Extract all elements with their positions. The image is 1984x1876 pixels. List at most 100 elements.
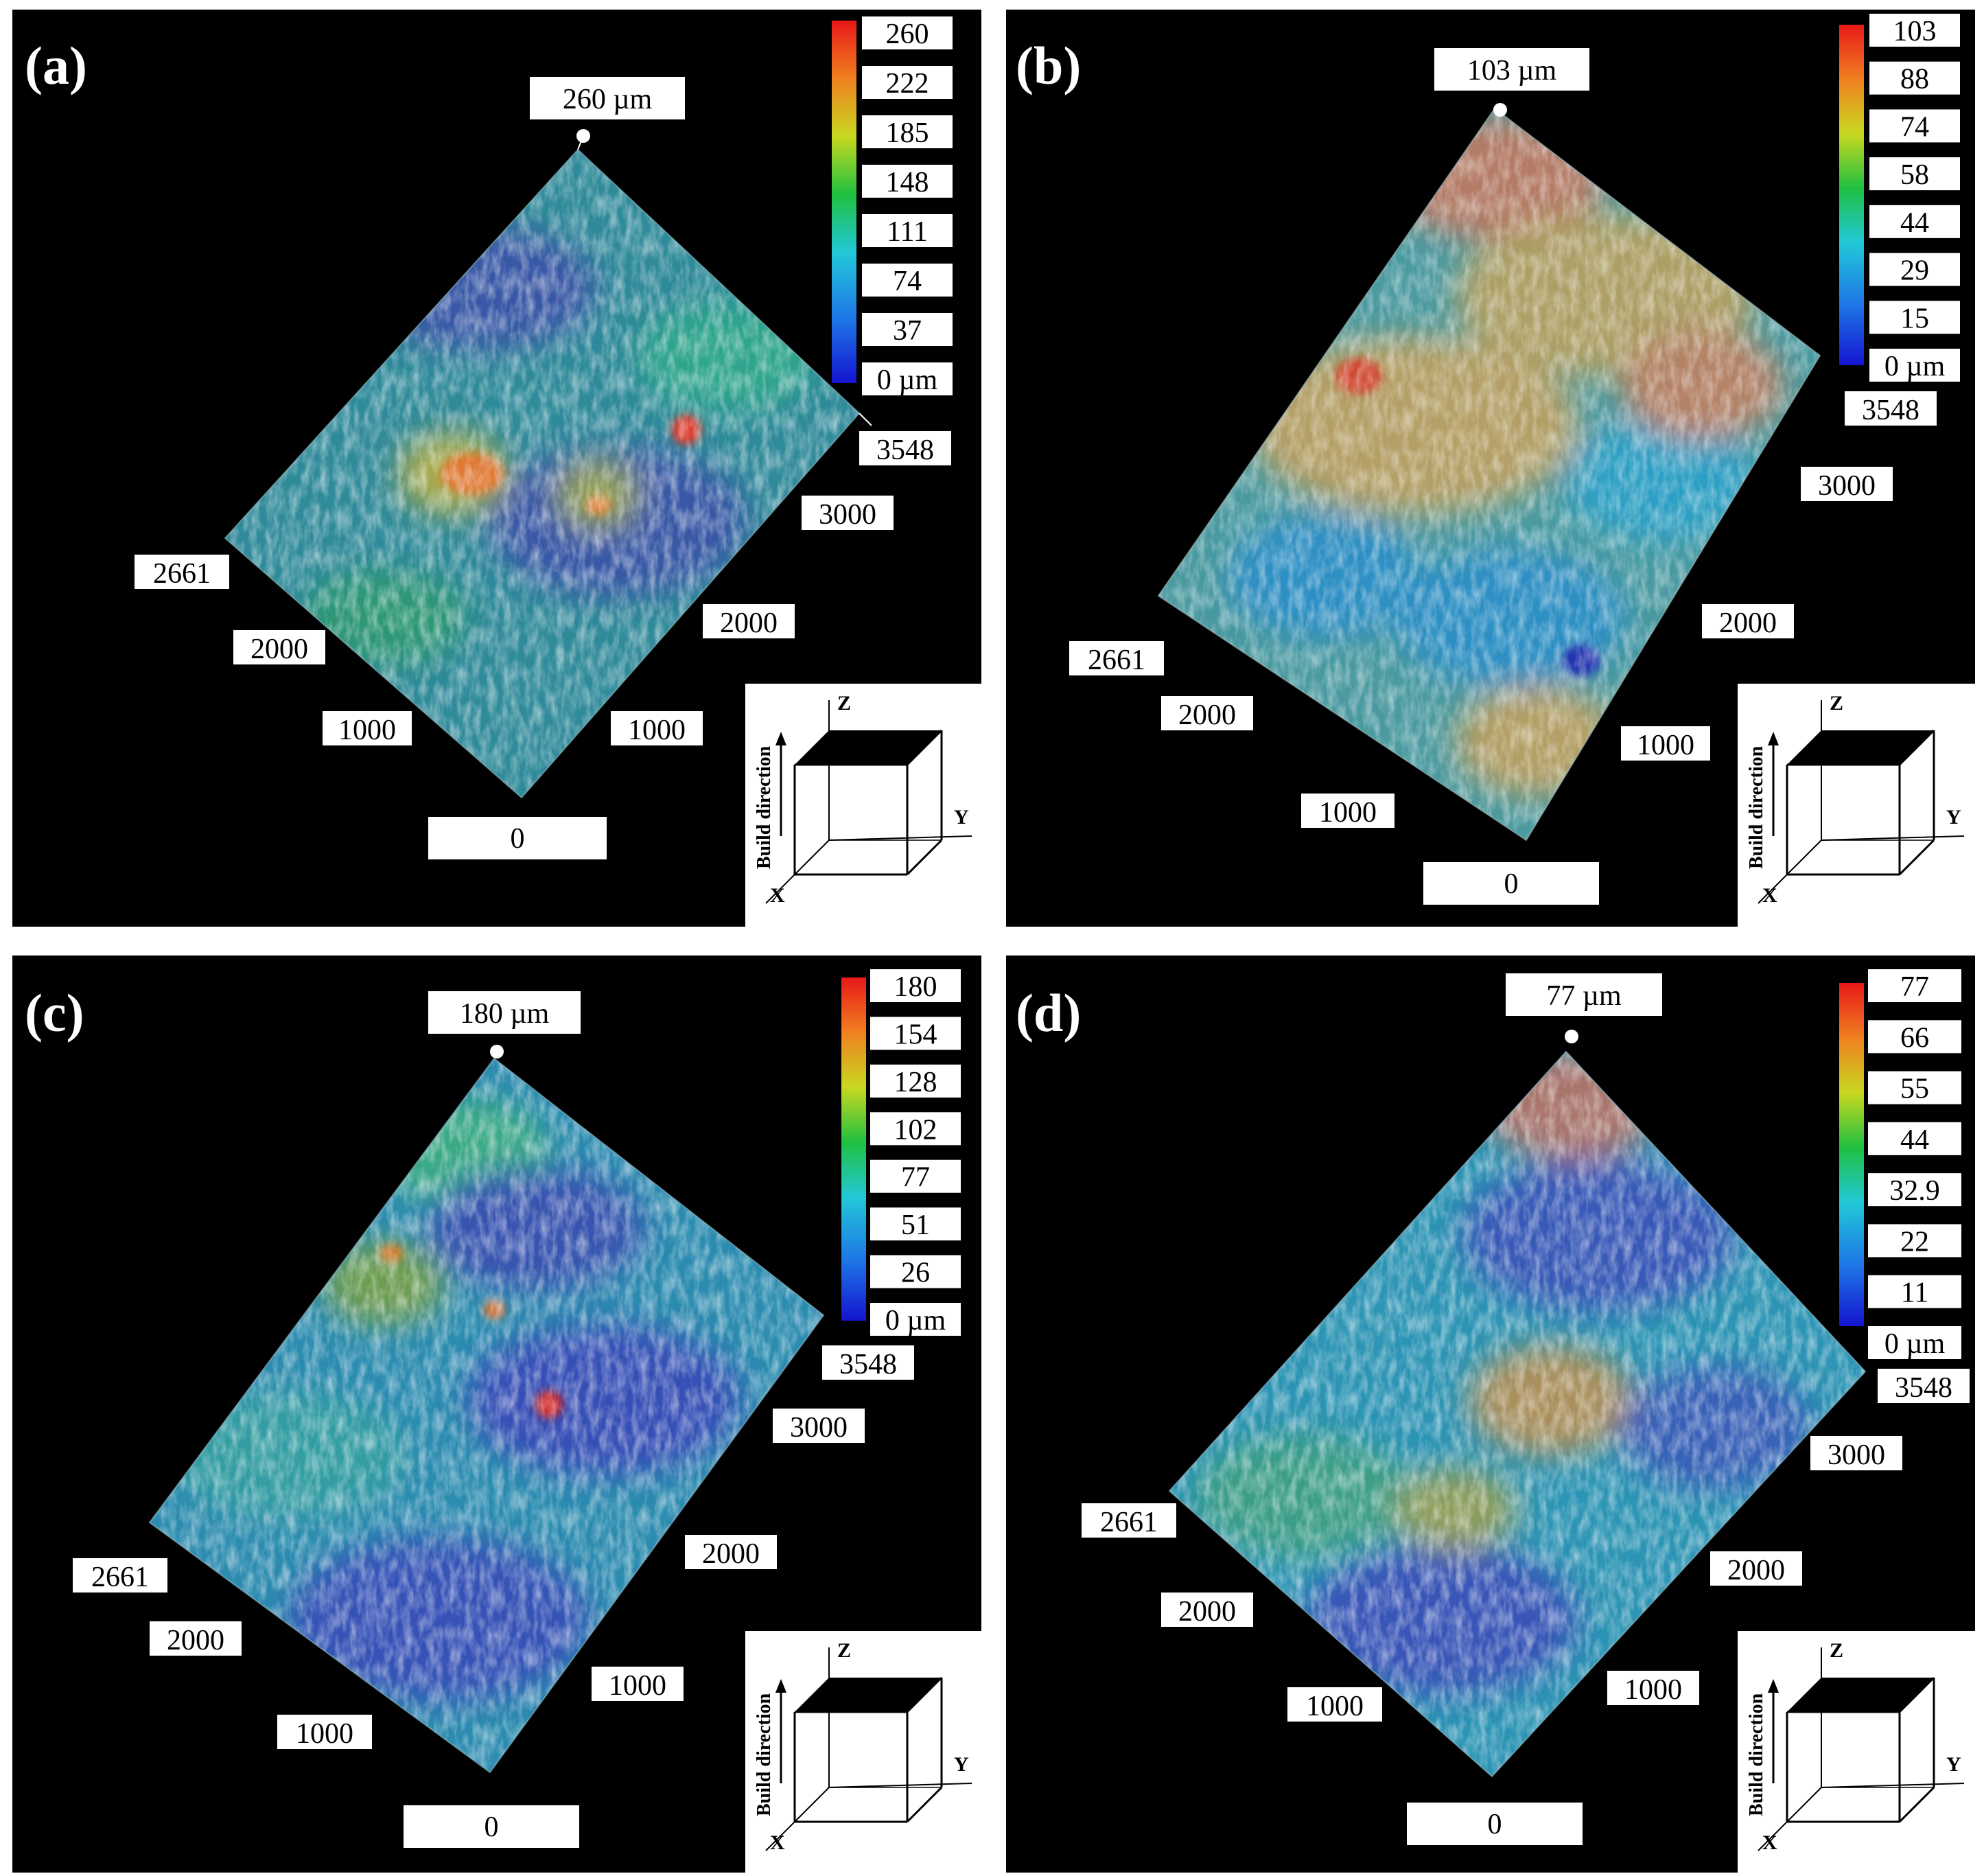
colorbar-label-box <box>870 1303 961 1336</box>
panel-b-x-tick-2000: 2000 <box>1178 699 1236 731</box>
panel-a-build-direction-label: Build direction <box>754 745 775 869</box>
panel-c-x-axis: 2661 2000 1000 <box>73 1558 372 1750</box>
colorbar-tick-label: 154 <box>894 1019 937 1050</box>
panel-a-axes-inset: Z Y X Build direction <box>745 684 981 927</box>
panel-d-z-label: Z <box>1830 1639 1843 1662</box>
panel-b-x-axis: 2661 2000 1000 <box>1069 641 1394 829</box>
panel-a-y-tick-3000: 3000 <box>819 499 876 531</box>
panel-b-y-axis-line <box>1821 835 1965 841</box>
panel-d: 77 µm (d) 77 66 55 44 32.9 22 11 0 µm 3548 3000… <box>1006 956 1975 1873</box>
colorbar-label-box <box>862 165 953 198</box>
colorbar-label-box <box>1868 969 1961 1002</box>
panel-b-build-direction-label: Build direction <box>1746 745 1767 869</box>
colorbar-tick-label: 44 <box>1900 1124 1929 1156</box>
panel-c-y-label: Y <box>954 1753 969 1776</box>
panel-d-build-direction-label: Build direction <box>1746 1693 1767 1816</box>
panel-c-x-label: X <box>770 1831 785 1854</box>
panel-d-y-tick-3000: 3000 <box>1828 1439 1885 1471</box>
panel-b-y-tick-2000: 2000 <box>1719 607 1777 639</box>
panel-b-colorbar: 103 88 74 58 44 29 15 0 µm <box>1839 14 1960 382</box>
colorbar-tick-label: 185 <box>886 117 929 149</box>
panel-c-y-tick-2000: 2000 <box>702 1538 760 1570</box>
colorbar-label-box <box>862 214 953 247</box>
panel-b-x-tick-1000: 1000 <box>1319 797 1377 829</box>
colorbar-tick-label: 222 <box>886 68 929 100</box>
panel-d-colorbar: 77 66 55 44 32.9 22 11 0 µm <box>1839 969 1961 1360</box>
colorbar-tick-label: 77 <box>1900 971 1929 1003</box>
panel-c-colorbar: 180 154 128 102 77 51 26 0 µm <box>841 969 961 1336</box>
colorbar-label-box <box>1869 349 1960 382</box>
panel-b-x-label: X <box>1762 884 1777 907</box>
colorbar-tick-label: 0 µm <box>1884 1328 1946 1360</box>
panel-b-x-tick-2661: 2661 <box>1088 645 1145 676</box>
colorbar-label-box <box>1869 301 1960 334</box>
panel-a-colorbar: 260 222 185 148 111 74 37 0 µm <box>832 16 953 396</box>
colorbar-label-box <box>1869 61 1960 95</box>
panel-c-x-tick-1000: 1000 <box>296 1718 353 1750</box>
panel-a-y-tick-2000: 2000 <box>720 607 778 639</box>
colorbar-label-box <box>1869 205 1960 238</box>
colorbar-tick-label: 180 <box>894 971 937 1003</box>
panel-c-x-axis-line <box>765 1787 830 1851</box>
panel-c-peak-label: 180 µm <box>460 998 550 1030</box>
colorbar-tick-label: 128 <box>894 1067 937 1098</box>
colorbar-tick-label: 58 <box>1900 159 1929 191</box>
colorbar-label-box <box>1868 1173 1961 1207</box>
panel-c-y-axis: 3548 3000 2000 1000 <box>592 1345 914 1702</box>
panel-a-y-tick-1000: 1000 <box>628 715 686 746</box>
panel-b: 103 µm (b) 103 88 74 58 44 29 15 0 µm 3548 3000… <box>1006 10 1975 927</box>
panel-c-letter: (c) <box>25 983 84 1043</box>
panel-b-peak-marker <box>1493 103 1507 117</box>
colorbar-tick-label: 26 <box>901 1258 930 1289</box>
colorbar-tick-label: 51 <box>901 1209 930 1241</box>
colorbar-label-box <box>1868 1020 1961 1054</box>
colorbar-tick-label: 102 <box>894 1114 937 1146</box>
panel-a-y-label: Y <box>954 806 969 829</box>
panel-a: 260 µm (a) 260 222 185 148 111 74 37 0 µm 3548 … <box>12 10 981 927</box>
colorbar-label-box <box>1869 157 1960 191</box>
colorbar-tick-label: 111 <box>887 216 928 248</box>
panel-a-x-tick-2661: 2661 <box>153 558 211 590</box>
panel-c-z-label: Z <box>837 1639 851 1662</box>
colorbar-tick-label: 260 <box>886 19 929 50</box>
panel-d-y-tick-3548: 3548 <box>1895 1372 1952 1404</box>
colorbar-label-box <box>1869 253 1960 286</box>
panel-d-x-tick-2000: 2000 <box>1178 1596 1236 1628</box>
panel-c-y-axis-line <box>828 1783 972 1788</box>
colorbar-label-box <box>862 115 953 148</box>
colorbar-tick-label: 11 <box>1901 1277 1928 1309</box>
colorbar-label-box <box>1868 1122 1961 1155</box>
panel-c-build-direction-label: Build direction <box>754 1693 775 1816</box>
colorbar-label-box <box>870 1017 961 1050</box>
colorbar-tick-label: 74 <box>893 266 922 297</box>
colorbar-tick-label: 0 µm <box>1884 351 1946 382</box>
panel-c-x-tick-2000: 2000 <box>167 1625 224 1656</box>
colorbar-label-box <box>1868 1275 1961 1308</box>
panel-d-origin-label: 0 <box>1488 1809 1502 1840</box>
colorbar-label-box <box>870 969 961 1002</box>
panel-b-x-axis-line <box>1758 839 1822 904</box>
colorbar-tick-label: 22 <box>1900 1226 1929 1258</box>
colorbar-tick-label: 55 <box>1900 1074 1929 1105</box>
panel-b-y-tick-3000: 3000 <box>1818 470 1876 502</box>
colorbar-label-box <box>1869 14 1960 47</box>
colorbar-tick-label: 88 <box>1900 64 1929 95</box>
panel-a-x-tick-2000: 2000 <box>250 634 308 665</box>
panel-d-peak-label: 77 µm <box>1546 980 1622 1012</box>
panel-a-x-axis: 2661 2000 1000 <box>135 555 412 746</box>
colorbar-label-box <box>1869 109 1960 143</box>
colorbar-tick-label: 66 <box>1900 1022 1929 1054</box>
colorbar-tick-label: 148 <box>886 167 929 198</box>
colorbar-tick-label: 44 <box>1900 207 1929 239</box>
panel-b-y-axis: 3548 3000 2000 1000 <box>1621 391 1937 761</box>
panel-d-x-axis-line <box>1758 1787 1822 1851</box>
colorbar-tick-label: 37 <box>893 315 922 347</box>
panel-d-x-tick-2661: 2661 <box>1100 1507 1158 1538</box>
colorbar-tick-label: 0 µm <box>885 1305 946 1336</box>
colorbar-label-box <box>862 264 953 297</box>
colorbar-label-box <box>870 1207 961 1241</box>
panel-c-x-tick-2661: 2661 <box>91 1562 149 1593</box>
colorbar-label-box <box>862 16 953 49</box>
colorbar-tick-label: 74 <box>1900 111 1929 143</box>
